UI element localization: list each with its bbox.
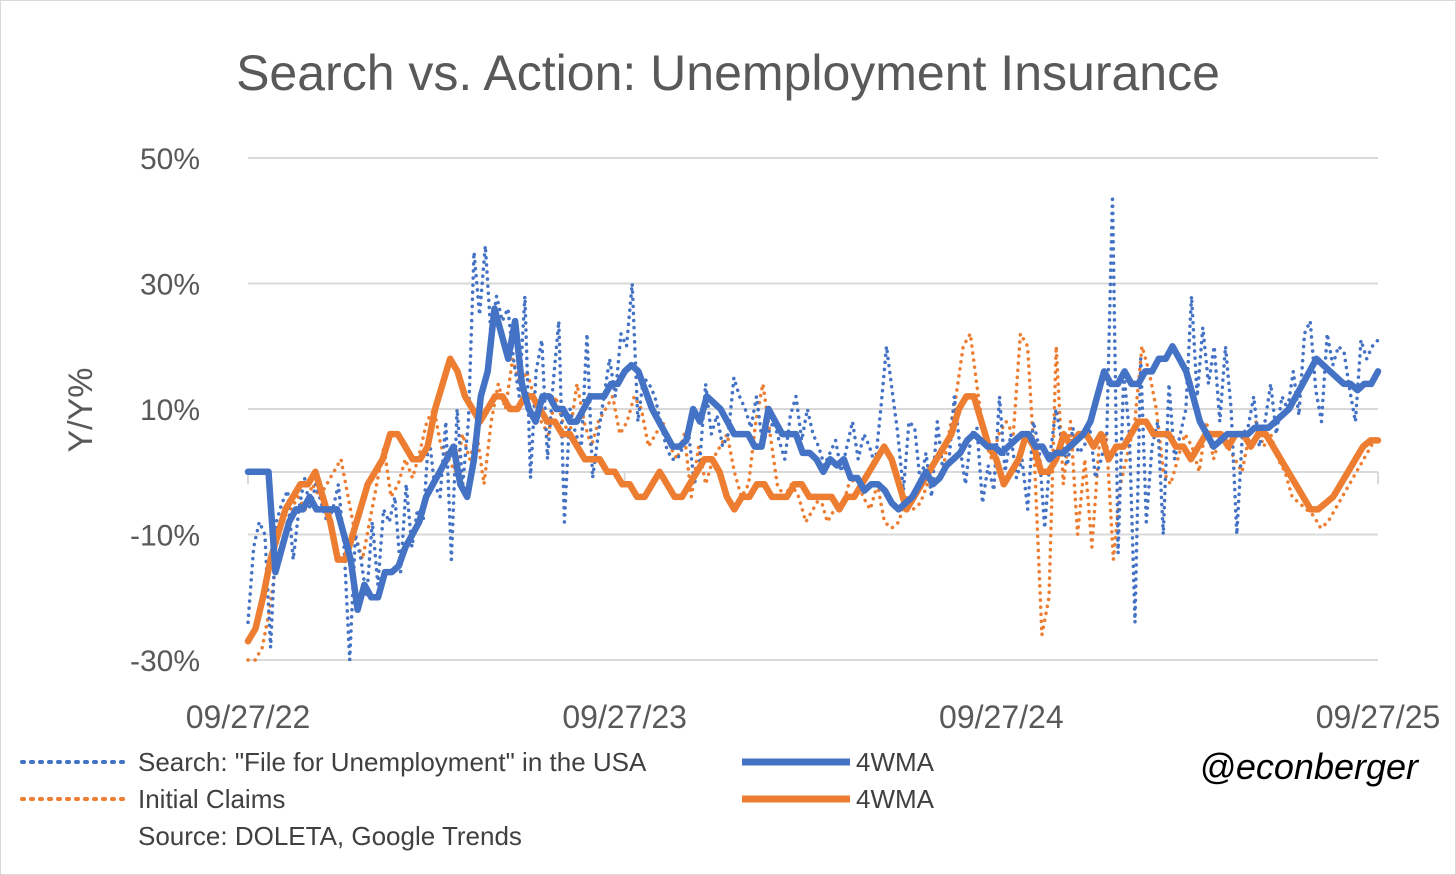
x-tick-label: 09/27/22 — [186, 699, 311, 735]
y-tick-label: 10% — [140, 394, 200, 427]
legend-label-search: Search: "File for Unemployment" in the U… — [138, 747, 647, 777]
y-tick-label: -30% — [130, 645, 200, 678]
legend-label-claims: Initial Claims — [138, 784, 285, 814]
x-tick-label: 09/27/24 — [939, 699, 1064, 735]
chart-title: Search vs. Action: Unemployment Insuranc… — [236, 45, 1220, 101]
x-axis-tick-marks — [247, 472, 1379, 484]
legend: Search: "File for Unemployment" in the U… — [20, 747, 935, 851]
x-tick-label: 09/27/25 — [1316, 699, 1441, 735]
y-tick-label: 30% — [140, 269, 200, 302]
source-note: Source: DOLETA, Google Trends — [138, 821, 522, 851]
claims-dotted-line — [246, 331, 1380, 662]
y-axis-label: Y/Y% — [62, 367, 100, 452]
y-tick-label: 50% — [140, 143, 200, 176]
series-lines — [244, 193, 1382, 662]
legend-label-search-4wma: 4WMA — [856, 747, 935, 777]
gridlines — [248, 157, 1378, 661]
x-axis-tick-labels: 09/27/22 09/27/23 09/27/24 09/27/25 — [186, 699, 1441, 735]
author-handle: @econberger — [1199, 746, 1420, 787]
search-4wma-line — [244, 305, 1382, 614]
legend-label-claims-4wma: 4WMA — [856, 784, 935, 814]
search-dotted-line — [246, 193, 1380, 662]
claims-4wma-line — [244, 355, 1382, 645]
x-tick-label: 09/27/23 — [562, 699, 687, 735]
y-axis-tick-labels: 50% 30% 10% -10% -30% — [130, 143, 200, 678]
y-tick-label: -10% — [130, 520, 200, 553]
